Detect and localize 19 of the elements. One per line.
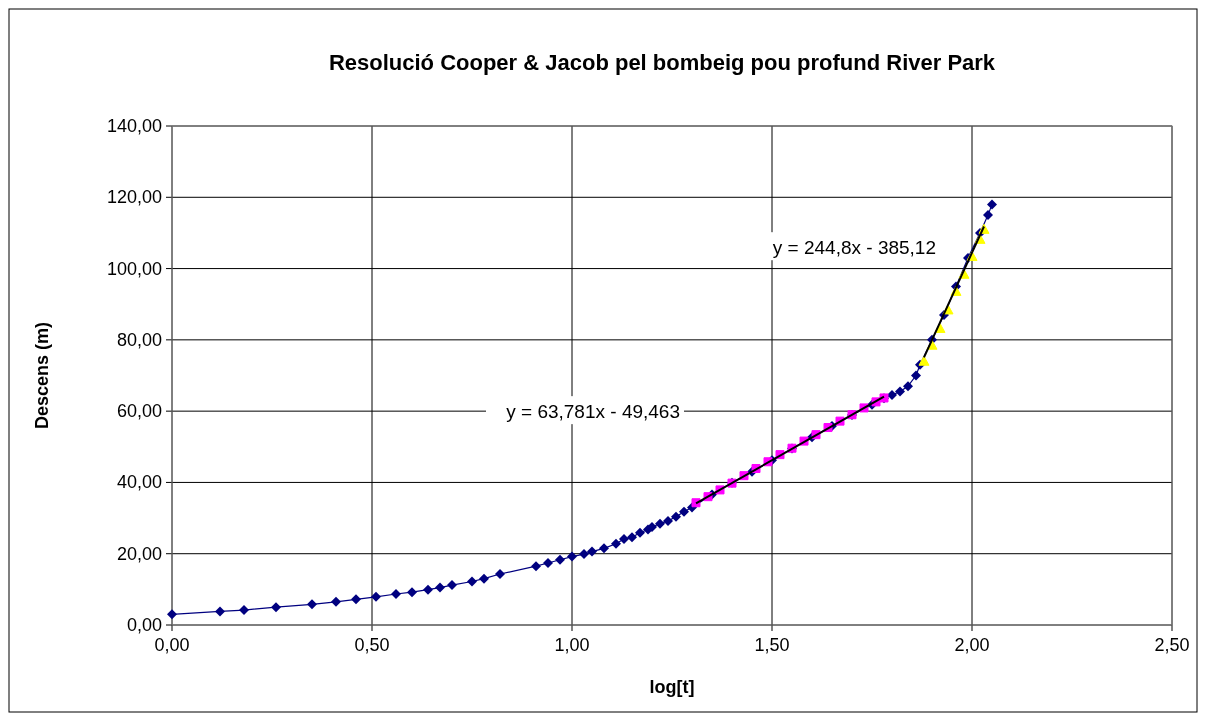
y-tick-label: 0,00 xyxy=(126,615,162,635)
x-tick-label: 1,50 xyxy=(754,635,790,655)
chart-title: Resolució Cooper & Jacob pel bombeig pou profund River Park xyxy=(328,50,996,75)
y-tick-label: 100,00 xyxy=(106,258,162,279)
x-tick-label: 2,00 xyxy=(954,635,990,655)
y-tick-label: 120,00 xyxy=(106,187,162,208)
x-axis-title: log[t] xyxy=(649,677,695,697)
x-tick-label: 1,00 xyxy=(554,635,590,655)
y-tick-label: 80,00 xyxy=(116,329,162,350)
annotation: y = 244,8x - 385,12 xyxy=(772,237,936,259)
y-axis-title: Descens (m) xyxy=(32,321,52,430)
y-tick-label: 40,00 xyxy=(116,472,162,493)
y-tick-label: 20,00 xyxy=(116,543,162,564)
x-tick-label: 0,50 xyxy=(354,635,390,655)
x-tick-label: 0,00 xyxy=(154,635,190,655)
x-tick-label: 2,50 xyxy=(1154,635,1190,655)
annotation: y = 63,781x - 49,463 xyxy=(506,401,680,423)
y-tick-label: 60,00 xyxy=(116,401,162,422)
y-tick-label: 140,00 xyxy=(106,116,162,136)
